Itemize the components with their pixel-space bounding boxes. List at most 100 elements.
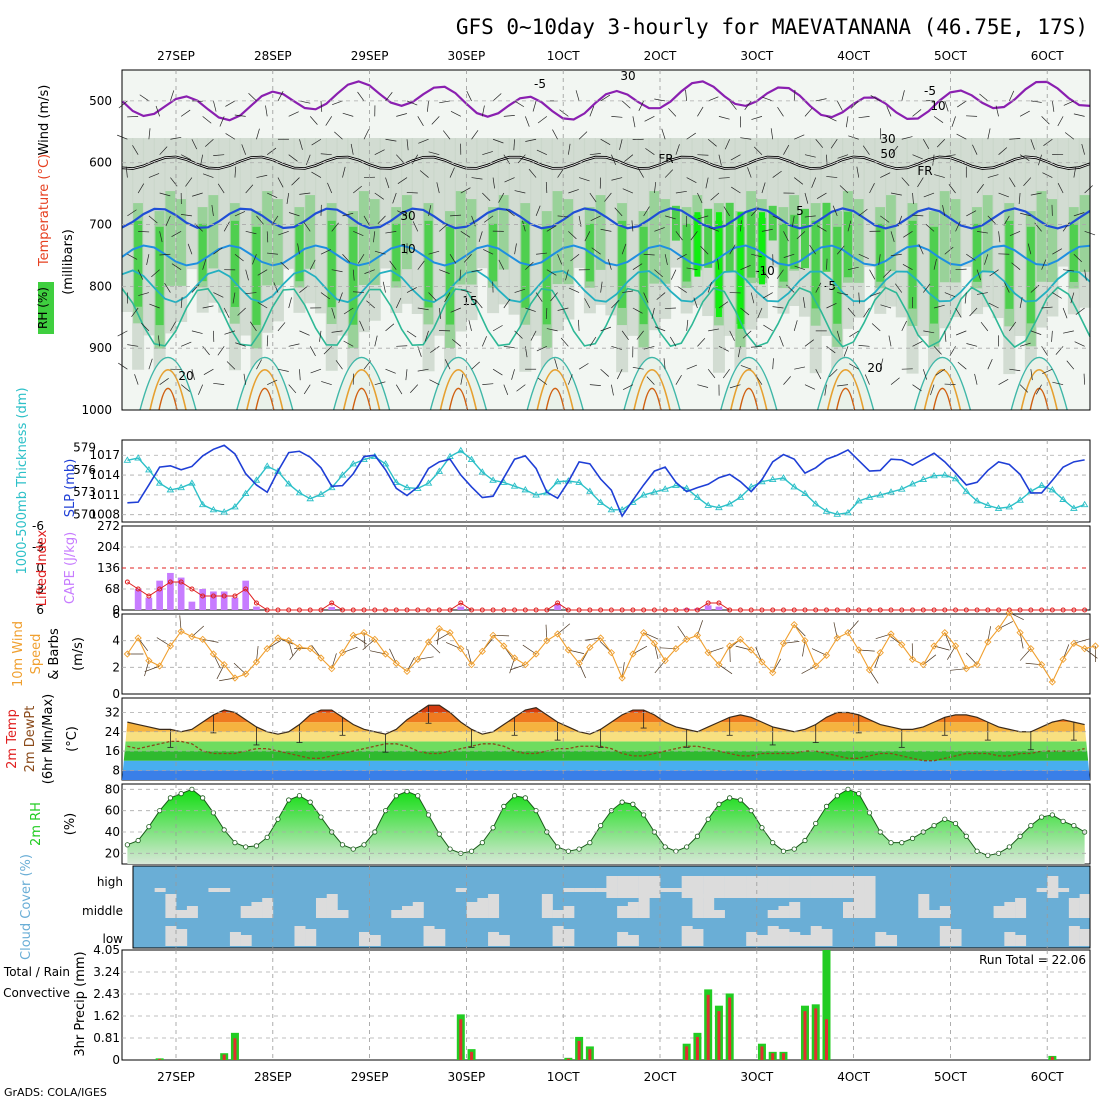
wind-barb (223, 307, 230, 318)
wind-barb (525, 116, 530, 127)
li-point (942, 607, 948, 613)
rh-point (404, 788, 410, 795)
wind-barb (223, 221, 230, 232)
cloud-level-label: low (103, 932, 124, 946)
li-point (221, 593, 227, 599)
cloud-bar-middle (627, 902, 639, 918)
rh-shading (262, 191, 273, 286)
wind-barb (536, 149, 547, 156)
wind-barb (492, 368, 503, 376)
wind-barb (331, 307, 336, 319)
li-point (361, 607, 367, 613)
wind-barb (918, 244, 924, 255)
li-point (243, 586, 249, 592)
cloud-bar-high (219, 888, 231, 892)
wind-barb (266, 335, 269, 347)
wind-barb (839, 185, 849, 194)
wind-barb (449, 167, 455, 178)
wind-barb (535, 292, 543, 302)
wind-barb (903, 231, 913, 238)
wind-barb (139, 94, 150, 102)
wind-barb (288, 154, 298, 162)
rh-point (630, 801, 636, 807)
wind-barb (880, 215, 890, 223)
wind-barb (431, 116, 440, 125)
wind-barb (565, 269, 569, 281)
wind-barb (998, 231, 1001, 243)
wind-speed-point (747, 646, 755, 654)
temp-contour-25 (536, 369, 574, 411)
cloud-bar-high (778, 876, 790, 898)
wind-barb (622, 384, 634, 390)
run-total-label: Run Total = 22.06 (979, 953, 1086, 967)
wind-barb (266, 252, 278, 255)
rh-point (296, 793, 303, 799)
wind-barb (972, 144, 978, 155)
precip-tick-label: 2.43 (93, 987, 120, 1001)
wind-barb (492, 93, 502, 102)
convective-label: Convective (3, 986, 70, 1000)
temp-contour-30 (158, 387, 178, 411)
wind-barb (439, 223, 448, 232)
wind-barb (137, 183, 145, 194)
wind-barb (297, 243, 300, 255)
rh-point (888, 840, 894, 846)
thickness-point (510, 482, 519, 489)
wind-barb (185, 177, 193, 187)
wind-speed-point (629, 650, 637, 658)
contour-label: 20 (867, 361, 882, 375)
wind-speed-point (586, 643, 594, 651)
wind-barb (890, 253, 902, 257)
wind-barb-10m (677, 625, 687, 640)
precip-tick-label: 1.62 (93, 1009, 120, 1023)
wind-barb (611, 345, 622, 350)
wind-barb (669, 336, 677, 347)
cloud-bar-middle (563, 906, 575, 918)
temp-contour-30 (835, 387, 856, 411)
temp-band (122, 705, 1090, 713)
rh-shading (185, 138, 198, 270)
wind-barb (200, 154, 204, 166)
wind-barb (127, 209, 137, 217)
wind-speed-point (984, 638, 992, 646)
wind-barb (134, 374, 139, 385)
wind-barb (127, 344, 139, 347)
wind-barb (492, 177, 495, 189)
wind-speed-point (640, 629, 648, 637)
wind-barb (815, 369, 822, 380)
precip-convective-bar (222, 1054, 226, 1060)
cloud-bar-low (939, 926, 951, 946)
thickness-point (962, 487, 971, 494)
wind-barb (936, 138, 946, 148)
thickness-point (693, 493, 702, 500)
wind-barb (180, 109, 191, 117)
li-point (393, 607, 399, 613)
rh-shading (530, 138, 543, 336)
rh-point (501, 803, 507, 810)
wind-barb (251, 254, 257, 265)
cape-bar (167, 572, 174, 610)
wind-barb (138, 292, 149, 296)
wind-barb (847, 220, 852, 232)
cape-bar (220, 591, 228, 610)
cloud-bar-low (627, 935, 639, 946)
wind-barb (645, 148, 655, 155)
wind-barb (600, 368, 610, 377)
wind-speed-point (726, 642, 734, 650)
cloud-bar-low (692, 929, 704, 946)
wind-barb (202, 346, 210, 356)
li-point (684, 607, 690, 613)
rh-shading (252, 226, 261, 325)
wind-barb (923, 192, 935, 198)
wind10-axis-label: Speed (29, 634, 44, 675)
wind-barb (708, 96, 719, 102)
wind-barb (705, 177, 709, 189)
wind-barb (1041, 306, 1053, 309)
wind-barb (631, 220, 634, 232)
rh-shading (489, 223, 498, 282)
chart-title: GFS 0~10day 3-hourly for MAEVATANANA (46… (456, 15, 1088, 39)
wind-barb (460, 289, 472, 293)
li-point (996, 607, 1002, 613)
wind-barb (226, 361, 236, 370)
rh-point (823, 803, 830, 810)
